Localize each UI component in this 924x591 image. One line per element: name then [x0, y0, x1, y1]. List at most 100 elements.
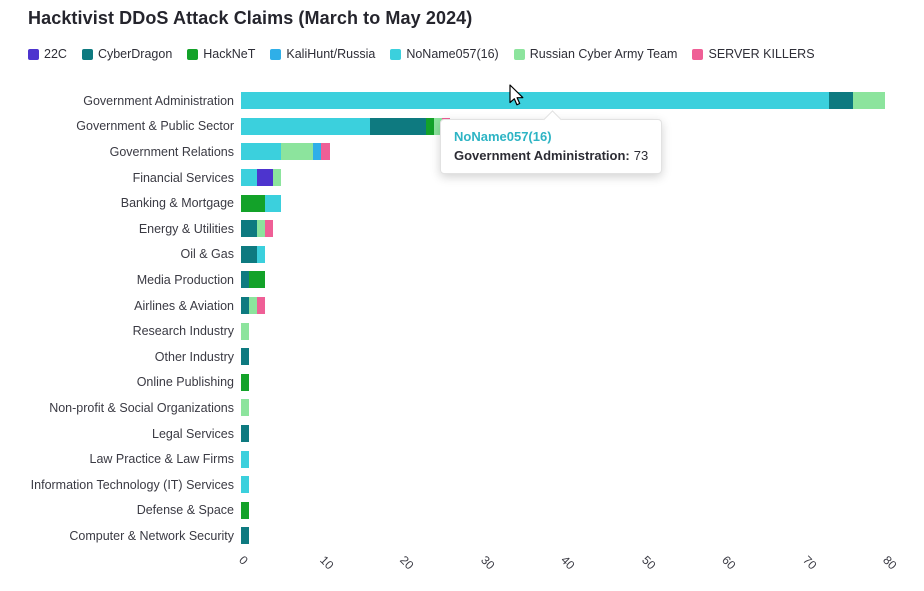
category-label: Banking & Mortgage — [120, 196, 234, 211]
legend-swatch — [513, 48, 525, 60]
bar-segment-russian-cyber-army-team[interactable] — [852, 92, 885, 110]
x-tick-label: 50 — [638, 553, 658, 573]
legend-swatch — [390, 48, 402, 60]
bar-segment-cyberdragon[interactable] — [241, 425, 250, 443]
chart-row: Banking & Mortgage — [8, 190, 916, 216]
legend-item-noname057-16[interactable]: NoName057(16) — [390, 47, 499, 61]
legend-item-hacknet[interactable]: HackNeT — [187, 47, 255, 61]
bar-track-government-administration — [241, 92, 916, 110]
chart-row: Airlines & Aviation — [8, 293, 916, 319]
x-axis-ticks: 0 10 20 30 40 50 60 70 80 — [236, 553, 908, 587]
x-tick-label: 0 — [236, 553, 251, 568]
bar-segment-cyberdragon[interactable] — [241, 527, 250, 545]
category-label: Government Relations — [109, 144, 234, 159]
legend-label: HackNeT — [203, 47, 256, 61]
tooltip-value-line: Government Administration: 73 — [454, 148, 648, 163]
chart-row: Government Administration — [8, 88, 916, 114]
bar-track-legal-services — [241, 425, 916, 443]
tooltip-category-label: Government Administration: — [454, 148, 630, 163]
bar-segment-server-killers[interactable] — [265, 220, 274, 238]
bar-segment-noname057-16[interactable] — [241, 450, 250, 468]
chart-row: Computer & Network Security — [8, 523, 916, 549]
bar-segment-cyberdragon[interactable] — [241, 297, 250, 315]
legend: 22C CyberDragon HackNeT KaliHunt/Russia NoNa… — [28, 47, 815, 61]
chart-row: Media Production — [8, 267, 916, 293]
bar-segment-cyberdragon[interactable] — [828, 92, 853, 110]
category-label: Information Technology (IT) Services — [30, 477, 234, 492]
x-tick-label: 60 — [719, 553, 739, 573]
legend-swatch — [270, 48, 282, 60]
bar-segment-russian-cyber-army-team[interactable] — [241, 399, 250, 417]
bar-segment-noname057-16[interactable] — [241, 476, 250, 494]
bar-segment-hacknet[interactable] — [241, 373, 250, 391]
bar-segment-noname057-16[interactable] — [241, 92, 829, 110]
chart-row: Energy & Utilities — [8, 216, 916, 242]
chart-tooltip: NoName057(16) Government Administration:… — [440, 110, 663, 174]
category-label: Financial Services — [132, 170, 234, 185]
legend-item-russian-cyber-army-team[interactable]: Russian Cyber Army Team — [513, 47, 678, 61]
legend-label: NoName057(16) — [406, 47, 499, 61]
legend-label: KaliHunt/Russia — [286, 47, 376, 61]
chart-row: Legal Services — [8, 421, 916, 447]
bar-track-defense-space — [241, 501, 916, 519]
bar-segment-noname057-16[interactable] — [257, 245, 266, 263]
legend-item-22c[interactable]: 22C — [28, 47, 67, 61]
chart-title: Hacktivist DDoS Attack Claims (March to … — [28, 8, 473, 28]
tooltip-series-name: NoName057(16) — [454, 129, 552, 144]
bar-segment-cyberdragon[interactable] — [241, 348, 250, 366]
x-tick-label: 10 — [316, 553, 336, 573]
legend-label: Russian Cyber Army Team — [529, 47, 678, 61]
bar-track-computer-network-security — [241, 527, 916, 545]
bar-segment-russian-cyber-army-team[interactable] — [434, 117, 443, 135]
bar-segment-russian-cyber-army-team[interactable] — [281, 143, 314, 161]
bar-segment-noname057-16[interactable] — [241, 143, 282, 161]
legend-label: SERVER KILLERS — [708, 47, 815, 61]
legend-item-server-killers[interactable]: SERVER KILLERS — [692, 47, 815, 61]
chart-row: Other Industry — [8, 344, 916, 370]
bar-track-research-industry — [241, 322, 916, 340]
legend-item-kalihunt-russia[interactable]: KaliHunt/Russia — [270, 47, 375, 61]
bar-segment-cyberdragon[interactable] — [241, 220, 258, 238]
bar-track-airlines-aviation — [241, 297, 916, 315]
bar-segment-noname057-16[interactable] — [241, 169, 258, 187]
bar-segment-noname057-16[interactable] — [241, 117, 370, 135]
chart-row: Non-profit & Social Organizations — [8, 395, 916, 421]
chart-row: Law Practice & Law Firms — [8, 446, 916, 472]
legend-swatch — [81, 48, 93, 60]
bar-track-online-publishing — [241, 373, 916, 391]
legend-item-cyberdragon[interactable]: CyberDragon — [81, 47, 172, 61]
bar-segment-cyberdragon[interactable] — [241, 245, 258, 263]
bar-segment-22c[interactable] — [257, 169, 274, 187]
bar-segment-server-killers[interactable] — [257, 297, 266, 315]
bar-segment-cyberdragon[interactable] — [241, 271, 250, 289]
x-tick-label: 40 — [558, 553, 578, 573]
legend-swatch — [187, 48, 199, 60]
bar-segment-hacknet[interactable] — [241, 501, 250, 519]
bar-segment-kalihunt-russia[interactable] — [313, 143, 322, 161]
bar-segment-cyberdragon[interactable] — [369, 117, 427, 135]
bar-segment-russian-cyber-army-team[interactable] — [257, 220, 266, 238]
legend-swatch — [692, 48, 704, 60]
chart-row: Information Technology (IT) Services — [8, 472, 916, 498]
bar-segment-russian-cyber-army-team[interactable] — [241, 322, 250, 340]
bar-track-government-relations — [241, 143, 916, 161]
bar-segment-hacknet[interactable] — [426, 117, 435, 135]
category-label: Government Administration — [83, 93, 234, 108]
bar-segment-noname057-16[interactable] — [265, 194, 282, 212]
bar-segment-server-killers[interactable] — [321, 143, 330, 161]
chart-row: Defense & Space — [8, 498, 916, 524]
legend-swatch — [28, 48, 39, 60]
bar-segment-russian-cyber-army-team[interactable] — [249, 297, 258, 315]
bar-segment-hacknet[interactable] — [249, 271, 266, 289]
category-label: Online Publishing — [136, 375, 234, 390]
category-label: Airlines & Aviation — [134, 298, 234, 313]
bar-track-energy-utilities — [241, 220, 916, 238]
bar-segment-hacknet[interactable] — [241, 194, 266, 212]
bar-track-media-production — [241, 271, 916, 289]
bar-track-other-industry — [241, 348, 916, 366]
bar-track-non-profit-social-organizations — [241, 399, 916, 417]
category-label: Oil & Gas — [180, 247, 235, 262]
bar-segment-russian-cyber-army-team[interactable] — [273, 169, 282, 187]
bar-track-information-technology-it-services — [241, 476, 916, 494]
